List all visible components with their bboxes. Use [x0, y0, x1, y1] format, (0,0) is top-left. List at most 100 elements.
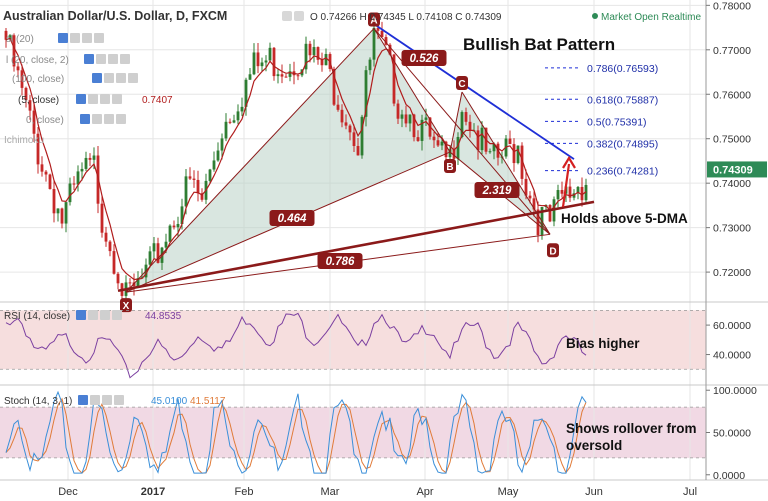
- candle: [48, 173, 52, 190]
- candle: [44, 169, 48, 182]
- candle: [304, 36, 308, 74]
- time-tick-label: Mar: [321, 486, 340, 498]
- stoch-lines: [0, 390, 706, 474]
- candle: [76, 165, 80, 192]
- fib-level: 0.236(0.74281): [545, 166, 658, 178]
- candle: [244, 77, 248, 116]
- bat-pattern-lines: [117, 23, 595, 293]
- ratio-labels: 0.464 0.526 2.319 0.786: [269, 50, 520, 269]
- candle: [396, 99, 400, 125]
- stoch-annotation-line1: Shows rollover from: [566, 421, 697, 436]
- rsi-panel-band: [0, 310, 706, 370]
- candle: [280, 64, 284, 84]
- legend-sma20-buttons[interactable]: [58, 33, 104, 43]
- candle: [220, 133, 224, 160]
- candle: [384, 34, 388, 46]
- candle: [296, 74, 300, 81]
- annotation-arrow: [561, 163, 571, 208]
- candle: [4, 27, 8, 48]
- fib-level-label: 0.618(0.75887): [587, 94, 658, 106]
- candle: [492, 142, 496, 160]
- candle: [64, 201, 68, 233]
- legend-ema5: (5, close): [18, 95, 59, 106]
- svg-text:D: D: [549, 246, 556, 257]
- legend-ema5-buttons[interactable]: [76, 94, 122, 104]
- svg-text:0.786: 0.786: [326, 256, 355, 268]
- rsi-buttons[interactable]: [76, 310, 122, 320]
- header-hide-icon[interactable]: [294, 11, 304, 21]
- price-tick-label: 0.75000: [713, 134, 751, 146]
- header-settings-icon[interactable]: [282, 11, 292, 21]
- time-tick-label: Apr: [416, 486, 433, 498]
- candle: [352, 124, 356, 152]
- rsi-annotation: Bias higher: [566, 336, 640, 351]
- stoch-tick-label: 100.0000: [713, 385, 757, 397]
- candle: [364, 65, 368, 127]
- stoch-tick-label: 0.0000: [713, 470, 745, 482]
- svg-text:B: B: [446, 162, 453, 173]
- legend-sma100-buttons[interactable]: [92, 73, 138, 83]
- candle: [88, 153, 92, 167]
- candle: [172, 220, 176, 230]
- candle: [560, 181, 564, 198]
- chart-symbol-title: Australian Dollar/U.S. Dollar, D, FXCM: [3, 9, 227, 23]
- candle: [72, 176, 76, 191]
- bat-pattern-fill: [126, 28, 550, 293]
- svg-text:X: X: [123, 301, 130, 312]
- candle: [260, 57, 264, 72]
- candle: [468, 114, 472, 138]
- candle: [228, 118, 232, 125]
- legend-row5-buttons[interactable]: [80, 114, 126, 124]
- stoch-k-series: [5, 390, 587, 474]
- last-price-tag: 0.74309: [707, 161, 767, 178]
- time-tick-label: 2017: [141, 486, 165, 498]
- candle: [216, 142, 220, 162]
- candle: [248, 68, 252, 80]
- stoch-buttons[interactable]: [78, 395, 124, 405]
- leg-cd: [461, 91, 551, 235]
- price-tick-label: 0.73000: [713, 223, 751, 235]
- price-tick-label: 0.78000: [713, 0, 751, 12]
- time-axis: Dec 2017 Feb Mar Apr May Jun Jul: [58, 486, 697, 498]
- candle: [476, 125, 480, 160]
- fib-level-label: 0.786(0.76593): [587, 63, 658, 75]
- candle: [356, 137, 360, 156]
- candle: [232, 114, 236, 124]
- candle: [308, 40, 312, 63]
- candle: [524, 169, 528, 200]
- candle: [32, 103, 36, 143]
- fib-level: 0.786(0.76593): [545, 63, 658, 75]
- candle: [580, 177, 584, 207]
- candle: [516, 145, 520, 165]
- candle: [548, 204, 552, 223]
- candles: [4, 21, 588, 306]
- candle: [80, 162, 84, 181]
- ratio-xb: 0.464: [269, 210, 315, 226]
- fib-level: 0.5(0.75391): [545, 116, 647, 128]
- candle: [368, 57, 372, 75]
- candle: [256, 42, 260, 74]
- candle: [208, 168, 212, 184]
- candle: [112, 244, 116, 275]
- stoch-title: Stoch (14, 3, 1): [4, 396, 72, 407]
- stoch-tick-label: 50.0000: [713, 428, 751, 440]
- leg-xa: [125, 28, 375, 293]
- rsi-series: [5, 312, 587, 379]
- candle: [456, 132, 460, 166]
- candle: [372, 25, 376, 67]
- pattern-point-a: A: [368, 12, 380, 27]
- price-axis: 0.72000 0.73000 0.74000 0.75000 0.76000 0.770…: [706, 0, 757, 482]
- legend-ema20-buttons[interactable]: [84, 54, 130, 64]
- legend-sma100: (100, close): [12, 74, 64, 85]
- legend-ema5-value: 0.7407: [142, 95, 173, 106]
- stoch-k-value: 45.0100: [151, 396, 188, 407]
- candle: [68, 177, 72, 206]
- candle: [348, 124, 352, 141]
- candle: [56, 208, 60, 222]
- svg-text:A: A: [370, 15, 377, 26]
- candle: [152, 236, 156, 260]
- rsi-tick-label: 60.0000: [713, 320, 751, 332]
- candle: [272, 47, 276, 81]
- candle: [480, 121, 484, 155]
- candle: [212, 151, 216, 172]
